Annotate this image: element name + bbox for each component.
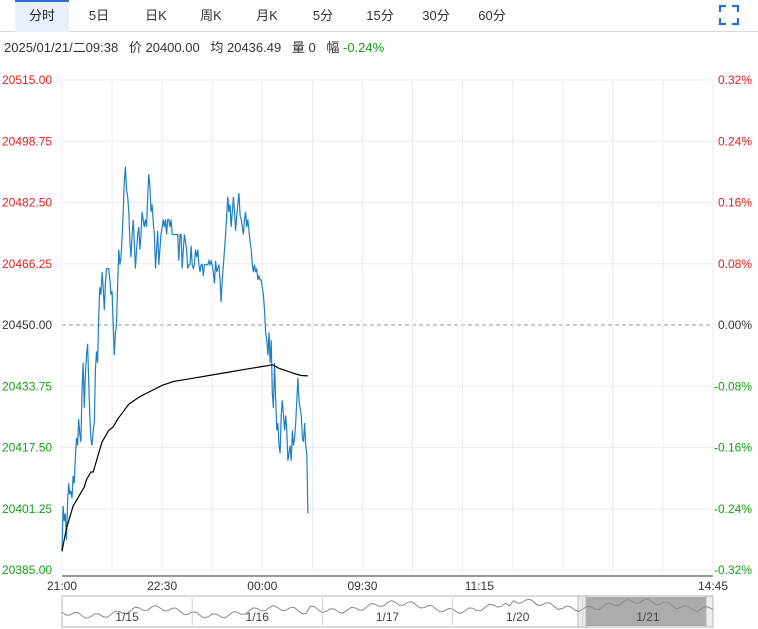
tab-15min[interactable]: 15分: [366, 8, 394, 23]
y-right-tick-label: -0.08%: [714, 379, 752, 393]
change-value: -0.24%: [342, 40, 385, 55]
y-right-tick-label: 0.16%: [718, 196, 752, 210]
navigator-mini-line: [61, 598, 714, 619]
y-right-tick-label: -0.32%: [714, 563, 752, 577]
x-tick-label: 14:45: [698, 579, 728, 593]
navigator-date-label: 1/20: [506, 610, 530, 624]
tab-30min[interactable]: 30分: [422, 8, 450, 23]
x-tick-label: 11:15: [465, 579, 494, 593]
tab-5day[interactable]: 5日: [88, 8, 110, 23]
tab-5min[interactable]: 5分: [312, 8, 334, 23]
tab-monthly-k[interactable]: 月K: [256, 8, 278, 23]
chart-series: [61, 166, 309, 552]
navigator-date-label: 1/16: [246, 610, 270, 624]
y-left-tick-label: 20417.50: [2, 441, 52, 455]
fullscreen-icon[interactable]: [718, 4, 740, 26]
price-value: 20400.00: [145, 40, 200, 55]
average-price-line: [61, 363, 308, 552]
navigator-handle-right: [705, 595, 714, 628]
period-tab-bar: 分时 5日 日K 周K 月K 5分 15分 30分 60分: [0, 0, 758, 32]
chart-grid: [61, 79, 714, 577]
y-right-tick-label: 0.24%: [718, 134, 752, 148]
y-right-tick-label: 0.32%: [718, 73, 752, 87]
y-right-tick-label: -0.24%: [714, 502, 752, 516]
volume-value: 0: [308, 40, 316, 55]
price-line: [61, 166, 309, 552]
x-axis-labels: 21:00 22:30 00:00 09:30 11:15 14:45: [47, 579, 728, 593]
navigator-date-label: 1/17: [376, 610, 400, 624]
y-right-tick-label: -0.16%: [714, 441, 752, 455]
y-left-tick-label: 20433.75: [2, 379, 52, 393]
y-left-tick-label: 20466.25: [2, 257, 52, 271]
y-left-tick-label: 20515.00: [2, 73, 52, 87]
datetime: 2025/01/21/二09:38: [4, 40, 119, 55]
y-right-tick-label: 0.00%: [718, 318, 752, 332]
tab-daily-k[interactable]: 日K: [145, 8, 167, 23]
tab-60min[interactable]: 60分: [478, 8, 506, 23]
navigator-date-label: 1/21: [636, 610, 660, 624]
volume-label: 量: [291, 40, 305, 55]
y-left-tick-label: 20401.25: [2, 502, 52, 516]
time-navigator: 1/15 1/16 1/17 1/20 1/21: [61, 595, 714, 628]
y-left-tick-label: 20482.50: [2, 196, 52, 210]
navigator-handle-left: [577, 595, 587, 628]
avg-value: 20436.49: [226, 40, 282, 55]
y-axis-left-labels: 20515.00 20498.75 20482.50 20466.25 20450.00…: [2, 73, 52, 577]
y-axis-right-labels: 0.32% 0.24% 0.16% 0.08% 0.00% -0.08% -0.16% -0.…: [714, 73, 752, 577]
y-left-tick-label: 20385.00: [2, 563, 52, 577]
tab-weekly-k[interactable]: 周K: [200, 8, 222, 23]
y-left-tick-label: 20450.00: [2, 318, 52, 332]
price-label: 价: [128, 40, 142, 55]
y-right-tick-label: 0.08%: [718, 257, 752, 271]
navigator-frame: [61, 595, 714, 628]
change-label: 幅: [326, 40, 340, 55]
x-tick-label: 21:00: [47, 579, 77, 593]
y-left-tick-label: 20498.75: [2, 134, 52, 148]
x-tick-label: 22:30: [147, 579, 177, 593]
navigator-date-label: 1/15: [115, 610, 139, 624]
x-tick-label: 00:00: [247, 579, 277, 593]
quote-info-bar: 2025/01/21/二09:38 价 20400.00 均 20436.49 …: [4, 36, 384, 60]
navigator-selection: [586, 597, 706, 626]
tab-timeshare[interactable]: 分时: [15, 0, 69, 32]
avg-label: 均: [210, 40, 224, 55]
x-tick-label: 09:30: [347, 579, 377, 593]
